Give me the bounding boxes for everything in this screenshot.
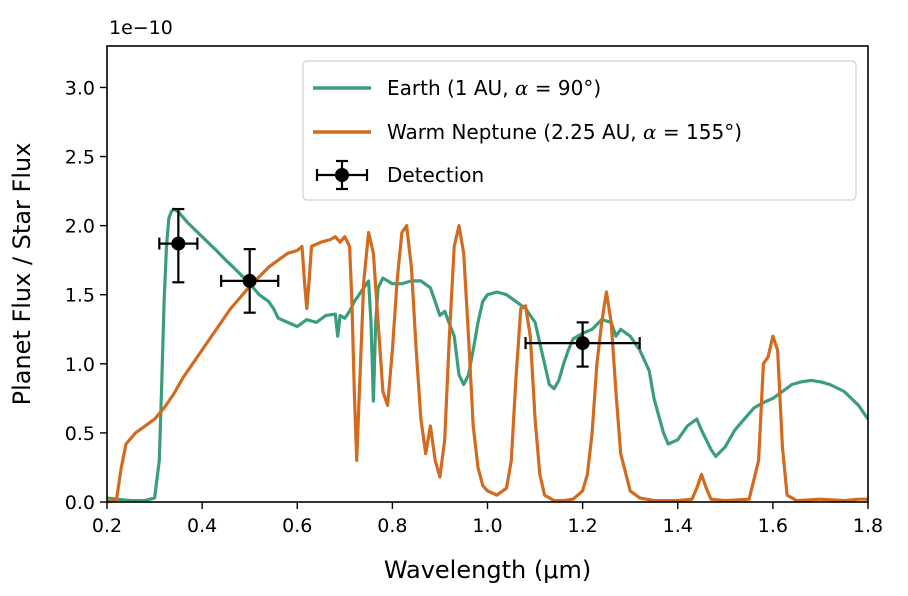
detection-point-1 <box>220 248 280 314</box>
x-tick-label-3: 0.8 <box>377 515 407 537</box>
x-tick-label-4: 1.0 <box>472 515 502 537</box>
x-tick-label-2: 0.6 <box>282 515 312 537</box>
legend-box <box>302 60 857 201</box>
series-line-0 <box>106 207 870 503</box>
y-tick-label-2: 1.0 <box>65 354 95 376</box>
y-tick-label-6: 3.0 <box>65 77 95 99</box>
legend: Earth (1 AU, α = 90°) Warm Neptune (2.25… <box>302 60 857 201</box>
series-layer <box>106 207 870 504</box>
detection-layer <box>158 207 641 368</box>
x-tick-label-8: 1.8 <box>853 515 883 537</box>
x-tick-label-0: 0.2 <box>92 515 122 537</box>
series-line-1 <box>106 224 868 504</box>
x-tick-label-7: 1.6 <box>758 515 788 537</box>
y-tick-label-4: 2.0 <box>65 216 95 238</box>
y-axis-label: Planet Flux / Star Flux <box>8 143 36 406</box>
x-tick-label-6: 1.4 <box>663 515 693 537</box>
x-tick-label-1: 0.4 <box>187 515 217 537</box>
legend-swatch-detection <box>315 159 369 191</box>
y-offset-label: 1e−10 <box>109 17 173 39</box>
y-tick-label-1: 0.5 <box>65 423 95 445</box>
y-tick-label-3: 1.5 <box>65 285 95 307</box>
y-tick-label-5: 2.5 <box>65 147 95 169</box>
legend-label-warm-neptune: Warm Neptune (2.25 AU, α = 155°) <box>387 120 742 144</box>
x-axis-label: Wavelength (μm) <box>384 556 591 584</box>
detection-point-2 <box>524 321 641 368</box>
y-tick-label-0: 0.0 <box>65 492 95 514</box>
legend-label-earth: Earth (1 AU, α = 90°) <box>387 76 601 100</box>
legend-label-detection: Detection <box>387 163 484 187</box>
x-tick-label-5: 1.2 <box>568 515 598 537</box>
x-axis-ticks: 0.2 0.4 0.6 0.8 1.0 1.2 1.4 1.6 1.8 <box>92 502 883 537</box>
detection-point-0 <box>158 207 199 284</box>
y-axis-ticks: 0.0 0.5 1.0 1.5 2.0 2.5 3.0 <box>65 77 107 514</box>
